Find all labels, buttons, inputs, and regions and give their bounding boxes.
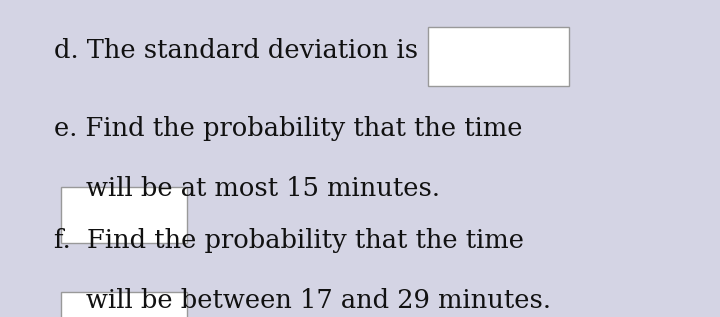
Text: d. The standard deviation is: d. The standard deviation is xyxy=(54,38,418,63)
Text: will be between 17 and 29 minutes.: will be between 17 and 29 minutes. xyxy=(86,288,552,314)
Text: e. Find the probability that the time: e. Find the probability that the time xyxy=(54,116,523,141)
Text: will be at most 15 minutes.: will be at most 15 minutes. xyxy=(86,176,441,201)
Bar xyxy=(61,187,187,243)
Bar xyxy=(428,27,569,86)
Text: f.  Find the probability that the time: f. Find the probability that the time xyxy=(54,228,524,253)
Bar xyxy=(61,292,187,317)
